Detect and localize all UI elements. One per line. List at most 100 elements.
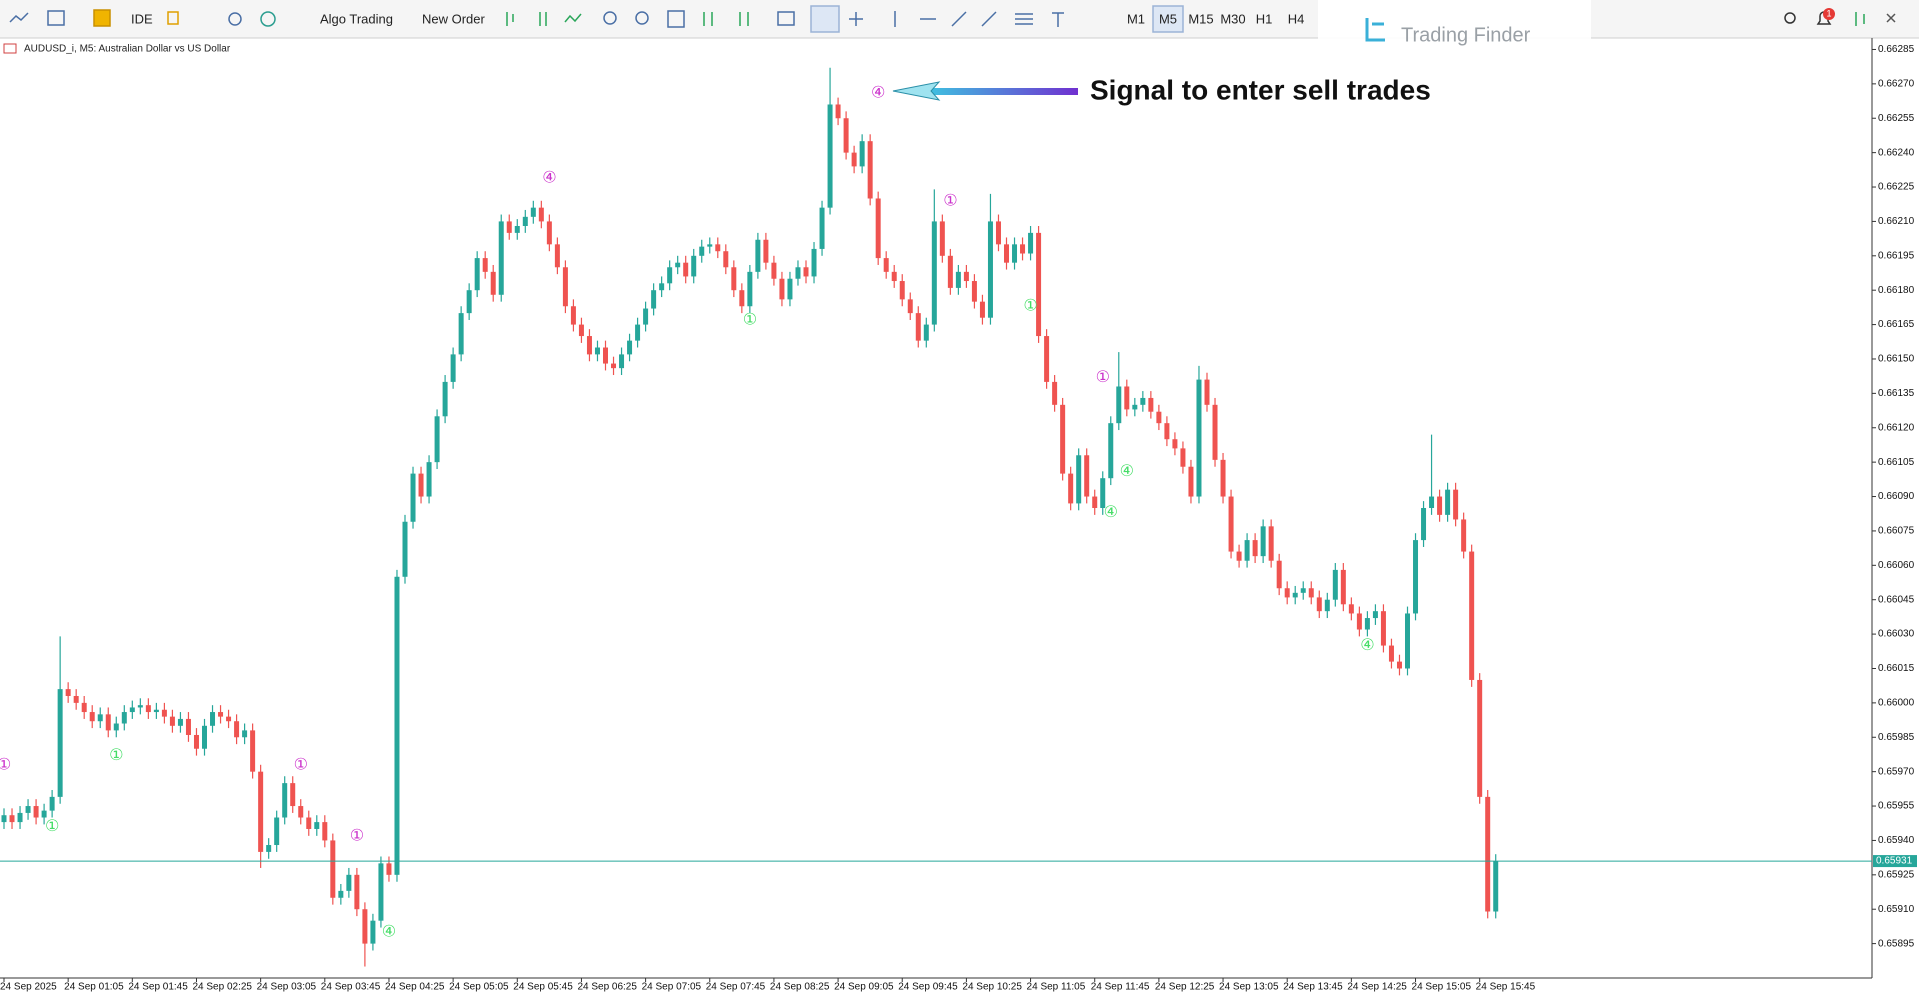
icon-scroll[interactable] xyxy=(703,12,749,26)
candle-body xyxy=(65,689,71,696)
candle-body xyxy=(1092,496,1098,508)
y-tick-label: 0.66090 xyxy=(1878,491,1915,502)
signal-marker: ① xyxy=(45,816,59,835)
candle-body xyxy=(971,281,977,302)
button-ide[interactable]: IDE xyxy=(131,11,153,26)
candle-body xyxy=(771,262,777,279)
candle-body xyxy=(49,796,55,811)
candle-body xyxy=(394,576,400,875)
timeframe-button[interactable]: H4 xyxy=(1288,11,1305,26)
candle-body xyxy=(354,874,360,910)
icon-template[interactable] xyxy=(47,10,65,26)
candle-body xyxy=(105,714,111,731)
button-new-order[interactable]: New Order xyxy=(422,11,486,26)
candle-body xyxy=(266,845,272,852)
candle-body xyxy=(73,696,79,703)
icon-crosshair[interactable] xyxy=(849,12,863,26)
candle-body xyxy=(161,709,167,717)
active-timeframe[interactable] xyxy=(1152,5,1184,33)
candle-body xyxy=(250,730,256,772)
candle-body xyxy=(1421,508,1427,541)
icon-market[interactable] xyxy=(93,9,111,27)
candle-body xyxy=(1292,592,1298,598)
y-tick-label: 0.65925 xyxy=(1878,869,1915,880)
candle-body xyxy=(1220,459,1226,497)
icon-cursor[interactable] xyxy=(810,5,840,33)
icon-zoom-out[interactable] xyxy=(635,11,649,25)
y-tick-label: 0.66240 xyxy=(1878,147,1915,158)
y-tick-label: 0.65910 xyxy=(1878,904,1915,915)
candle-body xyxy=(362,909,368,944)
candle-body xyxy=(955,271,961,288)
candle-body xyxy=(282,783,288,818)
candle-body xyxy=(1124,386,1130,410)
candle-body xyxy=(1172,439,1178,449)
candle-body xyxy=(145,705,151,713)
candle-body xyxy=(867,141,873,199)
timeframe-button[interactable]: M15 xyxy=(1188,11,1213,26)
candle-body xyxy=(554,244,560,268)
x-tick-label: 24 Sep 15:05 xyxy=(1412,982,1472,993)
icon-zoom-in[interactable] xyxy=(603,11,617,25)
candle-body xyxy=(1477,679,1483,797)
candle-body xyxy=(603,347,608,364)
candle-body xyxy=(1148,397,1154,412)
x-tick-label: 24 Sep 15:45 xyxy=(1476,982,1536,993)
icon-signals-status[interactable] xyxy=(1855,12,1865,26)
timeframe-button[interactable]: M5 xyxy=(1159,11,1177,26)
icon-search[interactable] xyxy=(1784,12,1796,24)
x-tick-label: 24 Sep 09:05 xyxy=(834,982,894,993)
candle-body xyxy=(1388,645,1394,662)
candle-body xyxy=(1052,381,1058,405)
icon-vps[interactable] xyxy=(260,11,276,27)
candle-body xyxy=(947,255,953,288)
icon-bars[interactable] xyxy=(506,12,547,26)
candle-body xyxy=(939,221,945,256)
icon-signals[interactable] xyxy=(167,11,179,25)
candle-body xyxy=(185,718,191,735)
candle-body xyxy=(811,248,817,277)
timeframe-button[interactable]: M30 xyxy=(1220,11,1245,26)
icon-cloud[interactable] xyxy=(228,12,242,26)
candle-body xyxy=(346,874,352,891)
candle-body xyxy=(707,244,713,247)
timeframe-button[interactable]: H1 xyxy=(1256,11,1273,26)
candle-body xyxy=(169,716,175,726)
candle-body xyxy=(314,822,320,829)
candle-body xyxy=(1356,613,1362,630)
candle-body xyxy=(466,290,472,314)
candle-body xyxy=(907,299,913,314)
candle-body xyxy=(1156,411,1162,424)
icon-text[interactable] xyxy=(1052,12,1064,27)
icon-objects[interactable] xyxy=(894,11,1033,27)
candle-body xyxy=(635,324,641,341)
annotation-arrow-shaft xyxy=(930,88,1078,95)
candle-body xyxy=(546,221,552,245)
signal-marker: ① xyxy=(350,825,364,844)
button-algo-trading[interactable]: Algo Trading xyxy=(320,11,393,26)
x-tick-label: 24 Sep 03:05 xyxy=(257,982,317,993)
candle-body xyxy=(675,262,681,268)
candle-body xyxy=(787,278,793,300)
icon-chart[interactable] xyxy=(9,12,29,23)
candle-body xyxy=(562,267,568,307)
x-tick-label: 24 Sep 03:45 xyxy=(321,982,381,993)
candle-body xyxy=(715,244,721,252)
candle-body xyxy=(1084,455,1090,497)
x-tick-label: 24 Sep 05:45 xyxy=(513,982,573,993)
timeframe-button[interactable]: M1 xyxy=(1127,11,1145,26)
candle-body xyxy=(1,815,7,823)
icon-grid[interactable] xyxy=(667,10,685,28)
x-tick-label: 24 Sep 08:25 xyxy=(770,982,830,993)
y-tick-label: 0.65985 xyxy=(1878,732,1915,743)
candle-body xyxy=(1485,796,1491,912)
icon-screenshot[interactable] xyxy=(777,11,795,26)
candle-body xyxy=(1100,478,1106,508)
icon-settings[interactable] xyxy=(1886,13,1896,23)
candle-body xyxy=(1060,404,1066,474)
icon-line[interactable] xyxy=(564,13,582,23)
candle-body xyxy=(1308,588,1314,598)
candle-body xyxy=(234,721,240,738)
candle-body xyxy=(691,255,697,277)
x-tick-label: 24 Sep 05:05 xyxy=(449,982,509,993)
